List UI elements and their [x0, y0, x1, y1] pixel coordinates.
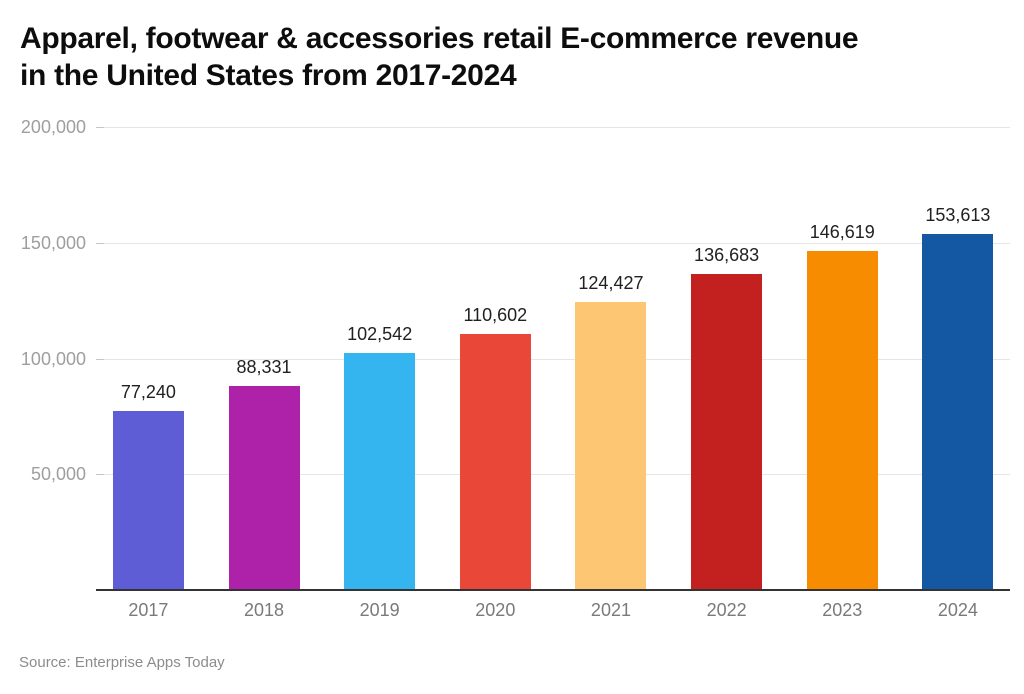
- bar-2021[interactable]: [575, 301, 647, 590]
- bar-2022[interactable]: [691, 273, 763, 590]
- bar-value-label: 136,683: [694, 244, 760, 265]
- bar-value-label: 153,613: [925, 205, 991, 226]
- bar-value-label: 77,240: [120, 382, 176, 403]
- bar-2020[interactable]: [459, 333, 531, 590]
- x-axis-label: 2017: [128, 600, 169, 620]
- bar-2019[interactable]: [344, 352, 416, 590]
- x-axis-line: [96, 589, 1010, 591]
- source-text: Source: Enterprise Apps Today: [19, 654, 225, 671]
- y-axis-label: 50,000: [30, 464, 86, 485]
- bar-2024[interactable]: [922, 234, 994, 590]
- x-axis-label: 2022: [706, 600, 747, 620]
- bar-value-label: 124,427: [578, 272, 644, 293]
- y-axis-label: 100,000: [20, 348, 86, 369]
- y-axis-tick: [96, 474, 104, 476]
- gridline: [96, 127, 1010, 128]
- bar-value-label: 102,542: [347, 323, 413, 344]
- y-axis-tick: [96, 358, 104, 360]
- gridline: [96, 242, 1010, 244]
- x-axis-label: 2024: [937, 600, 978, 620]
- x-axis-label: 2019: [359, 600, 400, 620]
- x-axis-label: 2020: [475, 600, 516, 620]
- bar-2023[interactable]: [806, 250, 878, 590]
- bar-value-label: 88,331: [236, 356, 292, 377]
- page-title: Apparel, footwear & accessories retail E…: [20, 20, 1010, 94]
- y-axis-label: 200,000: [20, 117, 86, 137]
- y-axis-tick: [96, 242, 104, 244]
- bar-value-label: 110,602: [463, 304, 528, 325]
- y-axis-tick: [96, 127, 104, 128]
- x-axis-label: 2021: [590, 600, 631, 620]
- x-axis-label: 2018: [244, 600, 285, 620]
- page-title-line1: Apparel, footwear & accessories retail E…: [20, 22, 859, 55]
- bar-2018[interactable]: [228, 385, 300, 590]
- x-axis-label: 2023: [822, 600, 863, 620]
- page-title-line2: in the United States from 2017-2024: [20, 59, 517, 92]
- gridline: [96, 358, 1010, 360]
- bar-value-label: 146,619: [809, 221, 875, 242]
- gridline: [96, 474, 1010, 476]
- bar-2017[interactable]: [112, 411, 184, 590]
- y-axis-label: 150,000: [20, 232, 86, 253]
- plot-area: 50,000 100,000 150,000 200,000 77,240 2017 88,…: [21, 117, 1010, 620]
